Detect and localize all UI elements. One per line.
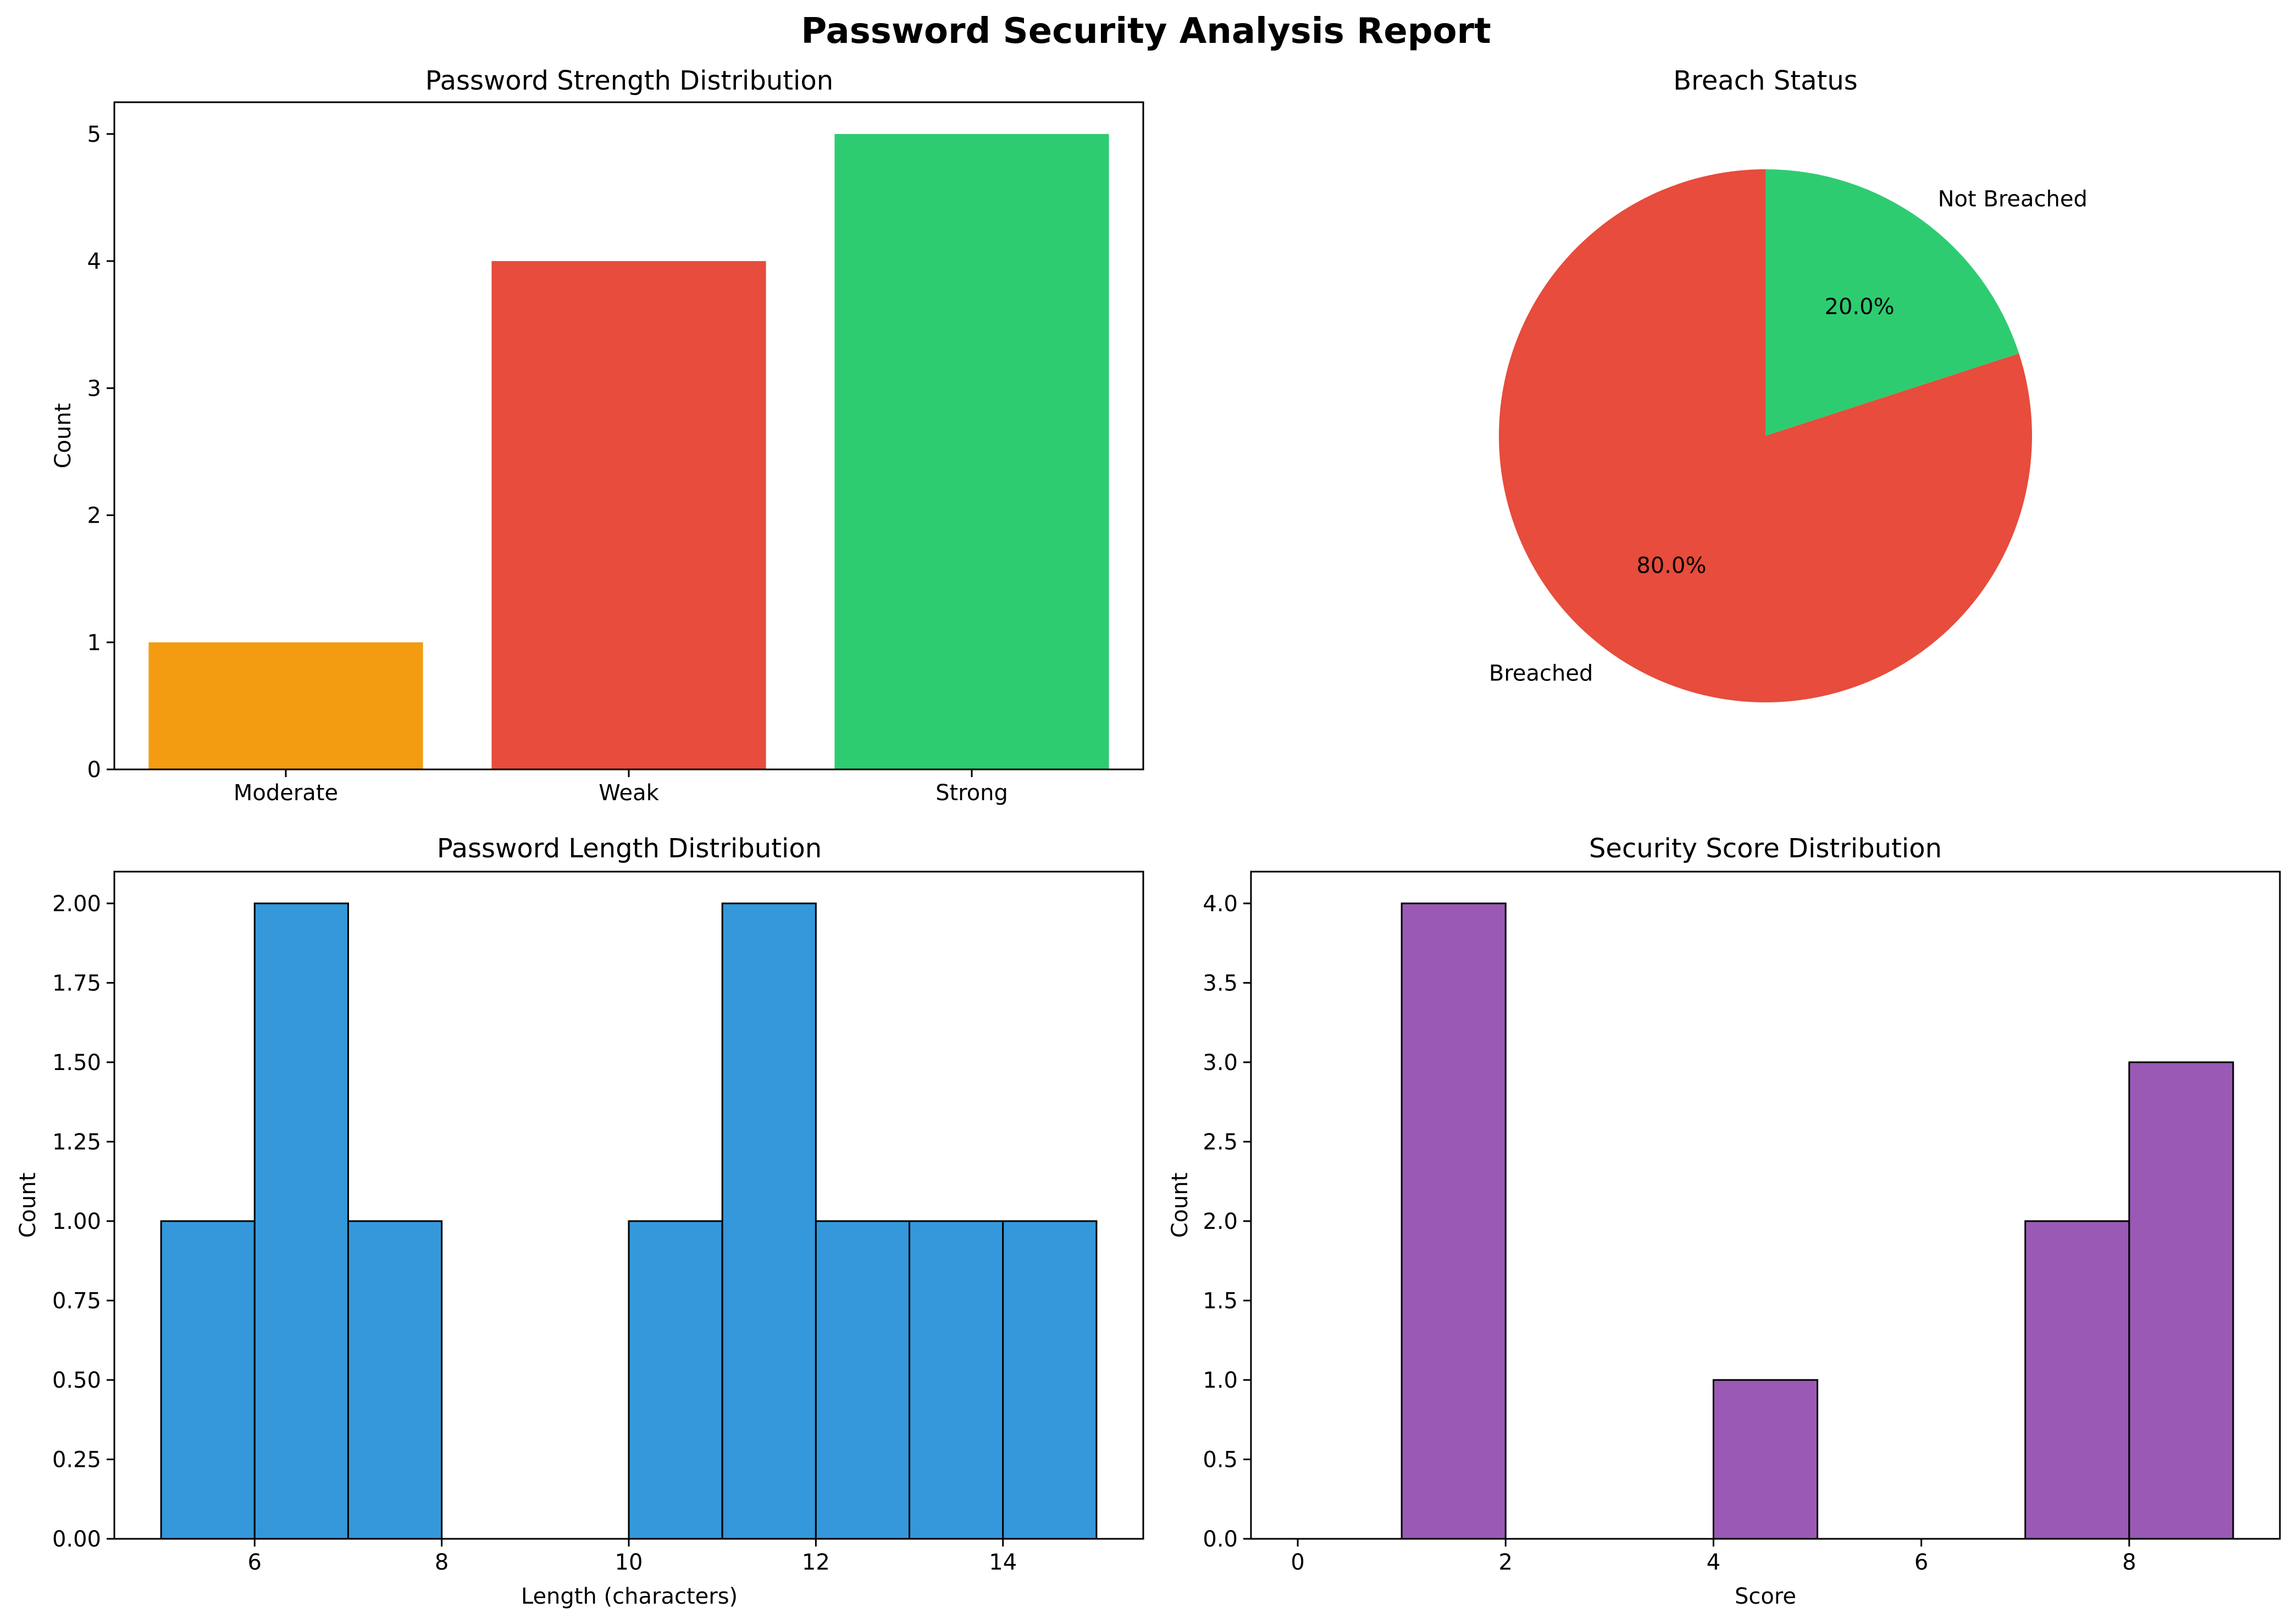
histogram-bar: [628, 1220, 723, 1540]
y-tick-label: 1.75: [52, 971, 101, 996]
breach-pie-chart: Breach Status Breached 80.0% Not Breached 2…: [1489, 65, 2088, 702]
histogram-bar: [1400, 902, 1507, 1540]
strength-bar: [148, 642, 423, 769]
length-chart-xlabel: Length (characters): [521, 1584, 738, 1609]
x-tick-label: 10: [615, 1550, 643, 1575]
length-chart-ylabel: Count: [15, 1173, 41, 1238]
y-tick-label: 3.0: [1203, 1050, 1238, 1076]
score-histogram: Security Score Distribution Score Count …: [1167, 833, 2281, 1609]
y-tick-label: 1.0: [1203, 1368, 1238, 1393]
x-tick-label: Strong: [935, 780, 1008, 806]
length-histogram: Password Length Distribution Length (cha…: [15, 833, 1144, 1609]
score-chart-title: Security Score Distribution: [1589, 833, 1942, 864]
histogram-bar: [2128, 1061, 2234, 1540]
x-tick-label: 0: [1291, 1550, 1304, 1575]
y-tick-label: 0.0: [1203, 1527, 1238, 1552]
histogram-bar: [253, 902, 349, 1540]
strength-chart-frame: [113, 101, 1144, 771]
y-tick-label: 0.00: [52, 1527, 101, 1552]
x-tick-label: 6: [248, 1550, 262, 1575]
y-tick-label: 2.0: [1203, 1209, 1238, 1234]
y-tick-label: 0.25: [52, 1447, 101, 1472]
length-chart-title: Password Length Distribution: [437, 833, 822, 864]
pie-slice: [1765, 169, 2019, 436]
y-tick-label: 0.75: [52, 1288, 101, 1313]
y-tick-label: 3: [87, 376, 101, 401]
y-tick-label: 2.5: [1203, 1129, 1238, 1155]
y-tick-label: 1.25: [52, 1129, 101, 1155]
y-tick-label: 1: [87, 630, 101, 656]
breach-chart-title: Breach Status: [1673, 65, 1858, 96]
histogram-bar: [347, 1220, 443, 1540]
score-chart-ylabel: Count: [1167, 1173, 1193, 1238]
histogram-bar: [160, 1220, 256, 1540]
score-chart-xlabel: Score: [1735, 1584, 1796, 1609]
x-tick-label: 2: [1499, 1550, 1513, 1575]
y-tick-label: 2: [87, 503, 101, 529]
y-tick-label: 1.5: [1203, 1288, 1238, 1313]
y-tick-label: 1.00: [52, 1209, 101, 1234]
y-tick-label: 0.50: [52, 1368, 101, 1393]
figure-title: Password Security Analysis Report: [801, 11, 1491, 52]
x-tick-label: Moderate: [234, 780, 338, 806]
y-tick-label: 4.0: [1203, 891, 1238, 917]
y-tick-label: 0.5: [1203, 1447, 1238, 1472]
strength-bar: [834, 134, 1109, 769]
histogram-bar: [1712, 1379, 1819, 1540]
y-tick-label: 1.50: [52, 1050, 101, 1076]
pie-percent-label: 20.0%: [1825, 295, 1895, 320]
histogram-bar: [1002, 1220, 1098, 1540]
length-chart-frame: [113, 871, 1144, 1540]
x-tick-label: 4: [1707, 1550, 1720, 1575]
pie-slice-label: Not Breached: [1938, 186, 2088, 212]
histogram-bar: [815, 1220, 911, 1540]
strength-bar-chart: Password Strength Distribution Count Mod…: [51, 65, 1144, 806]
x-tick-label: Weak: [599, 780, 659, 806]
x-tick-label: 8: [2122, 1550, 2136, 1575]
x-tick-label: 8: [435, 1550, 449, 1575]
y-tick-label: 5: [87, 122, 101, 147]
strength-chart-ylabel: Count: [51, 403, 76, 469]
histogram-bar: [2024, 1220, 2130, 1540]
y-tick-label: 0: [87, 757, 101, 783]
pie-slice-label: Breached: [1489, 661, 1593, 686]
x-tick-label: 12: [802, 1550, 830, 1575]
y-tick-label: 3.5: [1203, 971, 1238, 996]
x-tick-label: 6: [1914, 1550, 1928, 1575]
y-tick-label: 4: [87, 249, 101, 274]
pie-percent-label: 80.0%: [1636, 553, 1706, 578]
histogram-bar: [721, 902, 817, 1540]
strength-chart-title: Password Strength Distribution: [425, 65, 833, 96]
x-tick-label: 14: [989, 1550, 1017, 1575]
histogram-bar: [909, 1220, 1004, 1540]
y-tick-label: 2.00: [52, 891, 101, 917]
score-chart-frame: [1250, 871, 2281, 1540]
strength-bar: [491, 261, 766, 769]
